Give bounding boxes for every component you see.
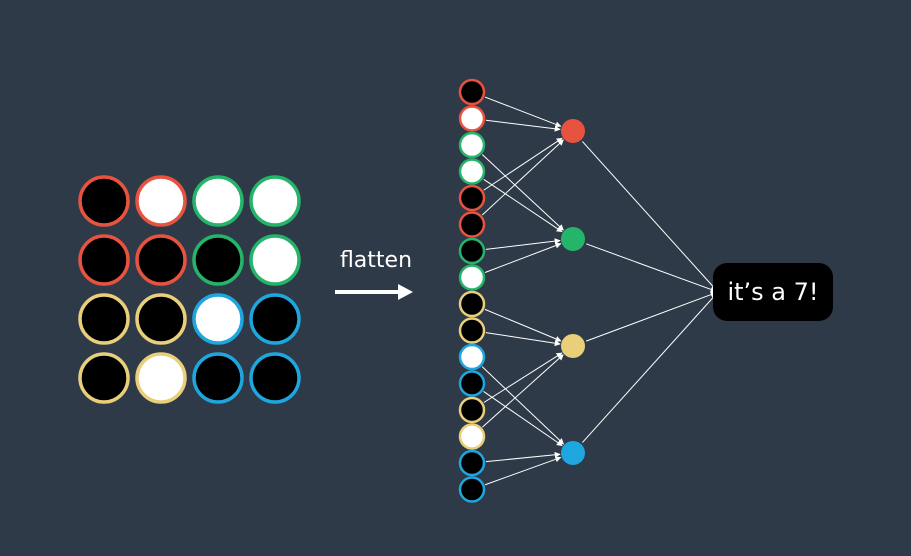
input-connection — [485, 451, 561, 463]
input-connection — [483, 137, 563, 191]
input-node — [458, 290, 486, 318]
hidden-node-blue — [561, 441, 585, 465]
output-connection — [585, 291, 717, 342]
input-node — [458, 396, 486, 424]
grid-pixel — [192, 175, 244, 227]
grid-pixel — [192, 293, 244, 345]
hidden-node-yellow — [561, 334, 585, 358]
flattened-column — [458, 78, 486, 503]
grid-pixel — [135, 175, 187, 227]
flatten-arrow — [335, 284, 413, 300]
output-label: it’s a 7! — [713, 263, 833, 321]
grid-pixel — [249, 234, 301, 286]
input-connection — [485, 119, 561, 132]
output-connection — [581, 141, 718, 291]
grid-pixel — [135, 293, 187, 345]
input-node — [458, 317, 486, 344]
input-node — [458, 237, 486, 265]
output-connection — [585, 243, 717, 293]
input-node — [458, 370, 486, 397]
grid-pixel — [78, 293, 130, 345]
input-node — [458, 211, 486, 238]
flatten-label: flatten — [339, 248, 413, 273]
input-node — [458, 476, 486, 503]
input-connection — [484, 308, 562, 342]
input-node — [458, 105, 486, 132]
grid-pixel — [249, 293, 301, 345]
input-node — [458, 449, 486, 477]
input-connection — [481, 154, 564, 231]
grid-pixel — [249, 352, 301, 404]
input-connection — [481, 139, 564, 216]
grid-pixel — [135, 234, 187, 286]
input-node — [458, 184, 486, 212]
input-connection — [484, 242, 562, 273]
grid-pixel — [249, 175, 301, 227]
input-connection — [483, 352, 563, 403]
grid-pixel — [78, 175, 130, 227]
input-connection — [484, 456, 562, 486]
hidden-node-green — [561, 227, 585, 251]
input-node — [458, 343, 486, 371]
grid-pixel — [78, 352, 130, 404]
grid-pixel — [78, 234, 130, 286]
input-node — [458, 78, 486, 106]
input-node — [458, 158, 486, 185]
input-node — [458, 423, 486, 450]
input-connection — [482, 354, 564, 428]
input-connection — [483, 178, 563, 233]
connections — [481, 96, 718, 486]
hidden-layer — [561, 119, 585, 465]
input-connection — [485, 332, 561, 347]
input-connection — [485, 238, 561, 250]
input-connection — [483, 391, 563, 447]
input-node — [458, 131, 486, 159]
grid-pixel — [135, 352, 187, 404]
input-connection — [481, 366, 565, 445]
hidden-node-red — [561, 119, 585, 143]
pixel-grid — [78, 175, 301, 404]
grid-pixel — [192, 352, 244, 404]
input-node — [458, 264, 486, 291]
output-connection — [581, 293, 718, 443]
grid-pixel — [192, 234, 244, 286]
input-connection — [484, 96, 562, 128]
